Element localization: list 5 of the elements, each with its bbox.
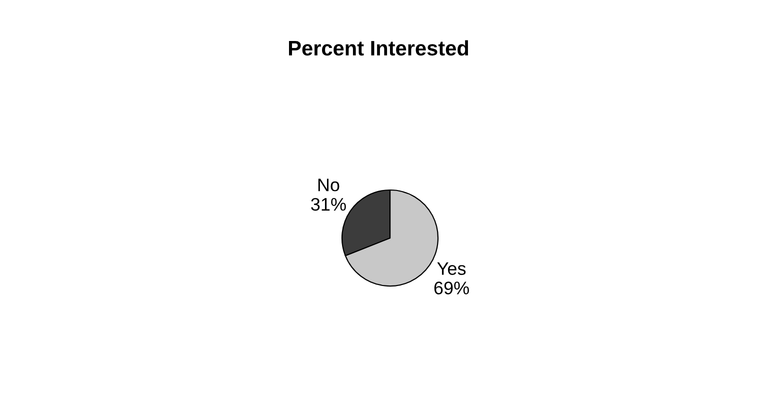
chart-title: Percent Interested [289, 40, 468, 56]
slice-label: Yes [437, 262, 466, 275]
data-label: 69% [434, 282, 469, 294]
data-label: 31% [311, 198, 346, 211]
slice-label: No [318, 178, 340, 192]
